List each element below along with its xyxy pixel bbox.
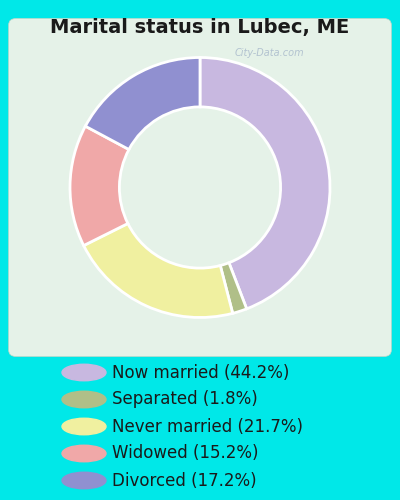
- Circle shape: [62, 446, 106, 462]
- Wedge shape: [84, 224, 233, 318]
- Wedge shape: [70, 126, 129, 246]
- Bar: [182, 171, 218, 204]
- Bar: [191, 180, 209, 196]
- Circle shape: [62, 418, 106, 434]
- Text: City-Data.com: City-Data.com: [234, 48, 304, 58]
- Circle shape: [62, 364, 106, 381]
- Text: Widowed (15.2%): Widowed (15.2%): [112, 444, 258, 462]
- Text: Marital status in Lubec, ME: Marital status in Lubec, ME: [50, 18, 350, 36]
- Text: Now married (44.2%): Now married (44.2%): [112, 364, 289, 382]
- Text: Never married (21.7%): Never married (21.7%): [112, 418, 303, 436]
- Bar: [90, 90, 310, 285]
- Text: Divorced (17.2%): Divorced (17.2%): [112, 472, 257, 490]
- Bar: [53, 58, 347, 318]
- Bar: [80, 82, 320, 293]
- Circle shape: [62, 391, 106, 408]
- Bar: [99, 98, 301, 277]
- Bar: [44, 50, 356, 326]
- Circle shape: [62, 472, 106, 489]
- Bar: [163, 155, 237, 220]
- Bar: [117, 114, 283, 260]
- Text: Separated (1.8%): Separated (1.8%): [112, 390, 258, 408]
- Bar: [154, 147, 246, 228]
- Bar: [145, 138, 255, 236]
- Wedge shape: [200, 58, 330, 309]
- Bar: [172, 163, 228, 212]
- Bar: [62, 66, 338, 310]
- Bar: [136, 130, 264, 244]
- Bar: [71, 74, 329, 301]
- FancyBboxPatch shape: [9, 18, 391, 356]
- Bar: [108, 106, 292, 269]
- Wedge shape: [220, 262, 247, 314]
- Wedge shape: [85, 58, 200, 150]
- Bar: [126, 122, 274, 252]
